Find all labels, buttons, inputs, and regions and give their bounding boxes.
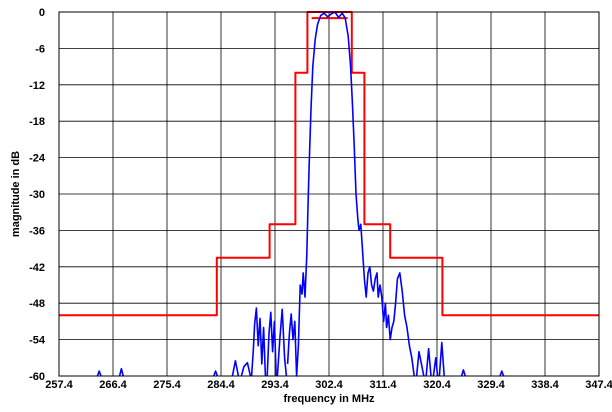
spectrum-line — [460, 369, 466, 377]
spectrum-line — [425, 347, 432, 377]
spectrum-line — [432, 356, 439, 377]
plot-frame — [58, 11, 600, 377]
x-tick-label: 329.4 — [477, 379, 505, 391]
x-axis-label: frequency in MHz — [283, 393, 375, 405]
y-tick-label: -48 — [29, 298, 45, 310]
y-tick-label: -60 — [29, 371, 45, 383]
y-axis-label: magnitude in dB — [10, 151, 22, 237]
y-tick-label: 0 — [39, 7, 45, 19]
spectrum-line — [96, 370, 102, 377]
y-tick-label: -18 — [29, 116, 45, 128]
x-tick-label: 302.4 — [315, 379, 343, 391]
x-tick-label: 284.4 — [207, 379, 235, 391]
x-tick-label: 293.4 — [261, 379, 289, 391]
spectrum-line — [118, 367, 124, 377]
x-tick-label: 311.4 — [370, 379, 398, 391]
grid — [59, 12, 599, 376]
spectrum-line — [286, 11, 415, 377]
spectrum-line — [213, 370, 219, 377]
x-tick-label: 275.4 — [153, 379, 181, 391]
y-tick-label: -30 — [29, 189, 45, 201]
x-tick-label: 266.4 — [99, 379, 127, 391]
x-tick-label: 347.4 — [585, 379, 612, 391]
spectrum-line — [415, 350, 425, 377]
y-tick-label: -24 — [29, 153, 46, 165]
y-tick-label: -36 — [29, 225, 45, 237]
x-tick-label: 257.4 — [45, 379, 73, 391]
spectrum-line — [240, 361, 252, 377]
x-tick-label: 338.4 — [531, 379, 559, 391]
x-tick-label: 320.4 — [423, 379, 451, 391]
x-tick-labels: 257.4 266.4 275.4 284.4 293.4 302.4 311.4 320.4… — [45, 379, 612, 391]
spectrum-line — [276, 308, 288, 377]
y-tick-label: -12 — [29, 80, 45, 92]
y-tick-label: -54 — [29, 335, 46, 347]
y-tick-label: -42 — [29, 262, 45, 274]
spectrum-line — [250, 307, 267, 377]
spectrum-line — [231, 359, 240, 377]
spectrum-line — [266, 311, 277, 377]
spectrum-line — [438, 341, 445, 377]
y-tick-label: -6 — [35, 43, 45, 55]
y-tick-labels: 0 -6 -12 -18 -24 -30 -36 -42 -48 -54 -60 — [29, 7, 46, 383]
spectrum-line — [499, 370, 505, 377]
